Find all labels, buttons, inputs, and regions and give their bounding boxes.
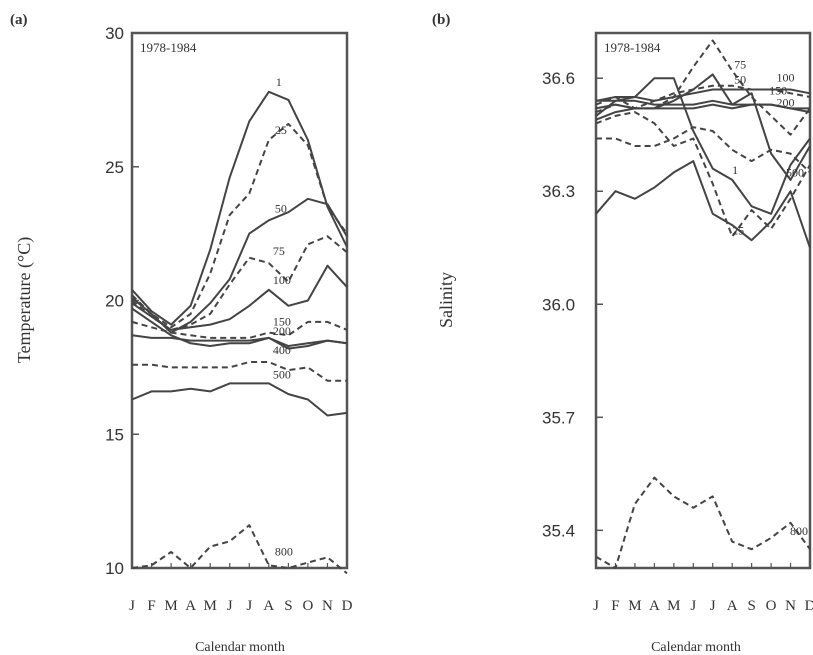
panel-b-month-label: J bbox=[690, 598, 696, 614]
panel-a-series-line bbox=[131, 524, 348, 575]
panel-b-y-tick-label: 36.6 bbox=[542, 69, 575, 88]
panel-b-month-label: A bbox=[727, 598, 738, 614]
panel-a-month-label: A bbox=[263, 598, 274, 614]
panel-a-frame bbox=[130, 31, 349, 570]
panel-b-month-label: J bbox=[710, 598, 716, 614]
panel-a-y-tick-label: 20 bbox=[105, 292, 124, 311]
panel-a-series-line bbox=[131, 382, 348, 417]
panel-b-series-label: 50 bbox=[734, 73, 746, 87]
panel-b-series-line bbox=[595, 160, 811, 249]
panel-b-month-label: J bbox=[593, 598, 599, 614]
panel-a-series-label: 100 bbox=[273, 273, 291, 287]
panel-b-series-line bbox=[595, 73, 811, 181]
panel-b-label: (b) bbox=[432, 12, 450, 28]
panel-b-month-label: M bbox=[667, 598, 680, 614]
panel-b-series-line bbox=[595, 476, 811, 569]
panel-b-y-tick-label: 35.7 bbox=[542, 408, 575, 427]
panel-b-y-axis-label: Salinity bbox=[436, 272, 456, 328]
panel-a-series-line bbox=[131, 307, 348, 350]
panel-a-month-label: F bbox=[147, 598, 155, 614]
panel-a-series-line bbox=[131, 235, 348, 331]
panel-b-series-label: 1 bbox=[732, 163, 738, 177]
panel-b-month-label: A bbox=[649, 598, 660, 614]
panel-b-series-label: 100 bbox=[777, 71, 795, 85]
panel-a-month-label: S bbox=[284, 598, 292, 614]
panel-a-label: (a) bbox=[10, 12, 28, 28]
panel-b-month-label: S bbox=[747, 598, 755, 614]
panel-a-series-line bbox=[131, 334, 348, 347]
panel-b-month-label: O bbox=[766, 598, 777, 614]
panel-b-series-label: 75 bbox=[734, 58, 746, 72]
panel-b-month-label: M bbox=[628, 598, 641, 614]
panel-a-inset-label: 1978-1984 bbox=[140, 40, 197, 55]
panel-b-series-line bbox=[595, 103, 810, 110]
panel-a-series-label: 1 bbox=[276, 75, 282, 89]
panel-a-month-label: M bbox=[204, 598, 217, 614]
panel-b-y-tick-label: 35.4 bbox=[542, 521, 575, 540]
panel-b-y-tick-label: 36.0 bbox=[542, 295, 575, 314]
panel-a-series-label: 800 bbox=[275, 544, 293, 558]
panel-b-series-label: 150 bbox=[769, 84, 787, 98]
panel-b-frame bbox=[594, 31, 812, 570]
panel-a-month-label: A bbox=[185, 598, 196, 614]
panel-b-series-line bbox=[595, 77, 811, 215]
panel-a-month-label: N bbox=[322, 598, 333, 614]
panel-b-x-axis-label: Calendar month bbox=[651, 640, 741, 655]
panel-b-series-label: 500 bbox=[786, 165, 804, 179]
panel-b-month-label: F bbox=[611, 598, 619, 614]
panel-b-series-label: 800 bbox=[790, 524, 808, 538]
panel-a-series-line bbox=[131, 90, 348, 326]
panel-a-series-label: 50 bbox=[275, 201, 287, 215]
panel-a-series-label: 150 bbox=[273, 315, 291, 329]
panel-a-series-label: 25 bbox=[275, 123, 287, 137]
panel-a-y-tick-label: 25 bbox=[105, 158, 124, 177]
panel-a-series-label: 500 bbox=[273, 367, 291, 381]
panel-a-series-line bbox=[131, 197, 348, 334]
panel-a-month-label: O bbox=[302, 598, 313, 614]
panel-b-series-line bbox=[595, 39, 811, 136]
panel-a-month-label: D bbox=[342, 598, 353, 614]
panel-a-series-line bbox=[131, 122, 348, 329]
panel-b-month-label: D bbox=[805, 598, 813, 614]
panel-a-y-tick-label: 15 bbox=[105, 425, 124, 444]
panel-b-month-label: N bbox=[785, 598, 796, 614]
panel-a-series-line bbox=[131, 264, 348, 331]
panel-a-month-label: J bbox=[227, 598, 233, 614]
panel-a-series-label: 400 bbox=[273, 343, 291, 357]
panel-a-month-label: J bbox=[246, 598, 252, 614]
panel-a-x-axis-label: Calendar month bbox=[195, 640, 285, 655]
panel-a-y-tick-label: 10 bbox=[105, 559, 124, 578]
panel-b-inset-label: 1978-1984 bbox=[604, 40, 661, 55]
panel-a-series-line bbox=[132, 361, 347, 382]
panel-a-y-tick-label: 30 bbox=[105, 24, 124, 43]
panel-b-y-tick-label: 36.3 bbox=[542, 182, 575, 201]
panel-a-series-label: 75 bbox=[273, 244, 285, 258]
panel-a-month-label: J bbox=[129, 598, 135, 614]
panel-a-month-label: M bbox=[164, 598, 177, 614]
panel-a-y-axis-label: Temperature (°C) bbox=[14, 237, 35, 363]
panel-a-series-label: 200 bbox=[273, 324, 291, 338]
panel-b-series-line bbox=[596, 126, 811, 174]
panel-b-series-label: 200 bbox=[777, 95, 795, 109]
panel-b-series-line bbox=[595, 84, 811, 110]
panel-b-series-line bbox=[595, 111, 811, 238]
